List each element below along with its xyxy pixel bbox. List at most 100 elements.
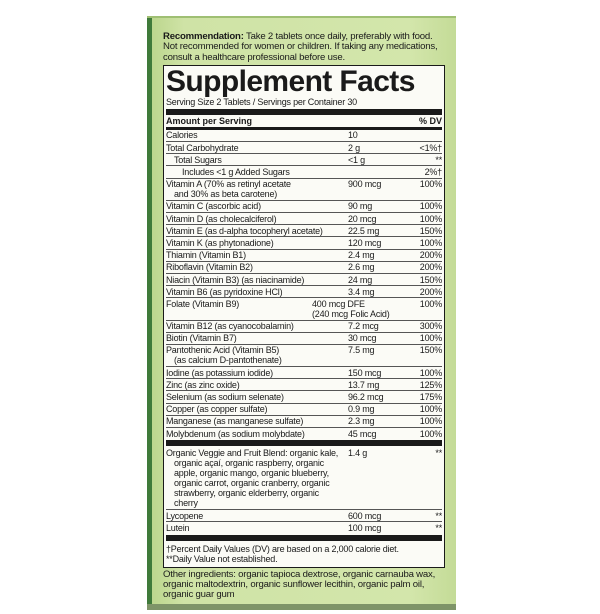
divider	[166, 440, 442, 447]
amount-text: 150 mcg	[348, 367, 382, 378]
nutrient-name: Vitamin B6 (as pyridoxine HCl)	[166, 287, 348, 297]
nutrient-dv: 175%	[419, 392, 442, 403]
nutrient-dv: 100%	[419, 404, 442, 415]
nutrient-amount: 2.3 mg	[348, 416, 408, 426]
divider	[166, 126, 442, 130]
amount-text: 13.7 mg	[348, 379, 380, 390]
nutrient-name-detail: (as calcium D-pantothenate)	[174, 355, 282, 366]
amount-detail: (240 mcg Folic Acid)	[312, 308, 390, 319]
nutrient-amount: 0.9 mg	[348, 404, 408, 414]
nutrient-name: Thiamin (Vitamin B1)	[166, 250, 348, 260]
nutrient-row: Vitamin C (ascorbic acid) 90 mg 100%	[166, 199, 442, 212]
box-edge	[147, 18, 152, 605]
nutrient-amount: 22.5 mg	[348, 226, 408, 236]
amount-text: 10	[348, 130, 358, 141]
nutrient-amount: 24 mg	[348, 275, 408, 285]
amount-text: 90 mg	[348, 201, 373, 212]
divider	[166, 108, 442, 115]
amount-text: 24 mg	[348, 274, 373, 285]
nutrient-name-text: Biotin (Vitamin B7)	[166, 333, 237, 344]
amount-text: 7.2 mcg	[348, 321, 379, 332]
amount-text: 7.5 mg	[348, 345, 375, 356]
nutrient-name-detail: and 30% as beta carotene)	[174, 189, 278, 200]
amount-text: 0.9 mg	[348, 404, 375, 415]
divider	[166, 534, 442, 541]
recommendation: Recommendation: Take 2 tablets once dail…	[163, 31, 447, 63]
nutrient-row: Riboflavin (Vitamin B2) 2.6 mg 200%	[166, 260, 442, 273]
header-amount: Amount per Serving	[166, 115, 253, 126]
nutrient-dv: 200%	[419, 250, 442, 261]
nutrient-dv: 100%	[419, 428, 442, 439]
nutrient-name-text: Total Carbohydrate	[166, 142, 239, 153]
nutrient-dv	[408, 130, 442, 140]
nutrient-name-text: Niacin (Vitamin B3) (as niacinamide)	[166, 274, 305, 285]
nutrient-dv: 100%	[419, 367, 442, 378]
nutrient-dv: 100%	[419, 179, 442, 190]
nutrient-row: Vitamin A (70% as retinyl acetate and 30%…	[166, 177, 442, 200]
nutrient-row: Lycopene 600 mcg **	[166, 509, 442, 521]
nutrient-dv: 100%	[419, 237, 442, 248]
box-content: Recommendation: Take 2 tablets once dail…	[163, 0, 447, 614]
amount-text: 30 mcg	[348, 333, 377, 344]
nutrient-name: Total Sugars	[166, 155, 348, 165]
nutrient-row: Iodine (as potassium iodide) 150 mcg 100%	[166, 366, 442, 378]
nutrient-name: Lutein	[166, 523, 348, 533]
footnotes: †Percent Daily Values (DV) are based on …	[166, 542, 442, 565]
nutrient-amount: 2.4 mg	[348, 250, 408, 260]
nutrient-name: Vitamin A (70% as retinyl acetate and 30%…	[166, 179, 348, 199]
nutrient-name: Lycopene	[166, 511, 348, 521]
nutrient-amount: 150 mcg	[348, 368, 408, 378]
nutrient-name-text: Vitamin B12 (as cyanocobalamin)	[166, 321, 294, 332]
other-ingredients: Other ingredients: organic tapioca dextr…	[163, 568, 436, 600]
blend-row: Organic Veggie and Fruit Blend: organic …	[166, 447, 442, 509]
nutrient-name-text: Vitamin D (as cholecalciferol)	[166, 213, 277, 224]
nutrient-name: Niacin (Vitamin B3) (as niacinamide)	[166, 275, 348, 285]
nutrient-dv: 100%	[419, 201, 442, 212]
nutrient-name-text: Vitamin C (ascorbic acid)	[166, 201, 261, 212]
nutrient-name-text: Manganese (as manganese sulfate)	[166, 416, 304, 427]
nutrient-row: Includes <1 g Added Sugars 2%†	[166, 165, 442, 177]
supplement-facts-panel: Supplement Facts Serving Size 2 Tablets …	[163, 64, 445, 568]
nutrient-name-text: Calories	[166, 130, 198, 141]
nutrient-name-text: Vitamin K (as phytonadione)	[166, 237, 274, 248]
nutrient-row: Pantothenic Acid (Vitamin B5) (as calcium…	[166, 343, 442, 366]
serving-info: Serving Size 2 Tablets / Servings per Co…	[166, 96, 357, 107]
nutrient-dv: **	[435, 522, 442, 533]
nutrient-amount: 100 mcg	[348, 523, 408, 533]
nutrient-dv: 100%	[419, 416, 442, 427]
nutrient-row: Molybdenum (as sodium molybdate) 45 mcg 10…	[166, 427, 442, 439]
nutrient-row: Vitamin B6 (as pyridoxine HCl) 3.4 mg 200%	[166, 285, 442, 297]
nutrient-dv: <1%†	[419, 142, 443, 153]
nutrient-name-text: Molybdenum (as sodium molybdate)	[166, 428, 305, 439]
amount-text: 2.6 mg	[348, 262, 375, 273]
nutrient-row: Biotin (Vitamin B7) 30 mcg 100%	[166, 331, 442, 344]
blend-title: Organic Veggie and Fruit Blend: organic …	[166, 448, 339, 459]
nutrient-row: Thiamin (Vitamin B1) 2.4 mg 200%	[166, 248, 442, 261]
amount-text: 45 mcg	[348, 428, 377, 439]
nutrient-name-text: Riboflavin (Vitamin B2)	[166, 262, 253, 273]
nutrient-amount: 2 g	[348, 143, 408, 153]
nutrient-row: Vitamin K (as phytonadione) 120 mcg 100%	[166, 236, 442, 248]
nutrient-dv: 100%	[419, 213, 442, 224]
nutrient-dv: 100%	[419, 298, 442, 309]
nutrient-name-text: Folate (Vitamin B9)	[166, 298, 240, 309]
nutrient-row: Vitamin B12 (as cyanocobalamin) 7.2 mcg 30…	[166, 319, 442, 332]
nutrient-name: Manganese (as manganese sulfate)	[166, 416, 348, 426]
amount-text: 900 mcg	[348, 179, 382, 190]
nutrient-amount	[348, 167, 408, 177]
nutrient-amount: 7.2 mcg	[348, 321, 408, 331]
amount-text: 20 mcg	[348, 213, 377, 224]
amount-text: 2.4 mg	[348, 250, 375, 261]
nutrient-name-text: Vitamin B6 (as pyridoxine HCl)	[166, 286, 283, 297]
amount-text: 2 g	[348, 142, 360, 153]
nutrient-name: Zinc (as zinc oxide)	[166, 380, 348, 390]
nutrient-amount: 400 mcg DFE (240 mcg Folic Acid)	[312, 299, 408, 319]
nutrient-name: Total Carbohydrate	[166, 143, 348, 153]
nutrient-name: Calories	[166, 130, 348, 140]
nutrient-name-text: Lycopene	[166, 510, 204, 521]
nutrient-name-text: Zinc (as zinc oxide)	[166, 379, 240, 390]
nutrient-amount: 120 mcg	[348, 238, 408, 248]
facts-header: Amount per Serving % DV	[166, 116, 442, 127]
extra-rows: Lycopene 600 mcg ** Lutein 100 mcg **	[166, 509, 442, 533]
nutrient-name: Molybdenum (as sodium molybdate)	[166, 429, 348, 439]
